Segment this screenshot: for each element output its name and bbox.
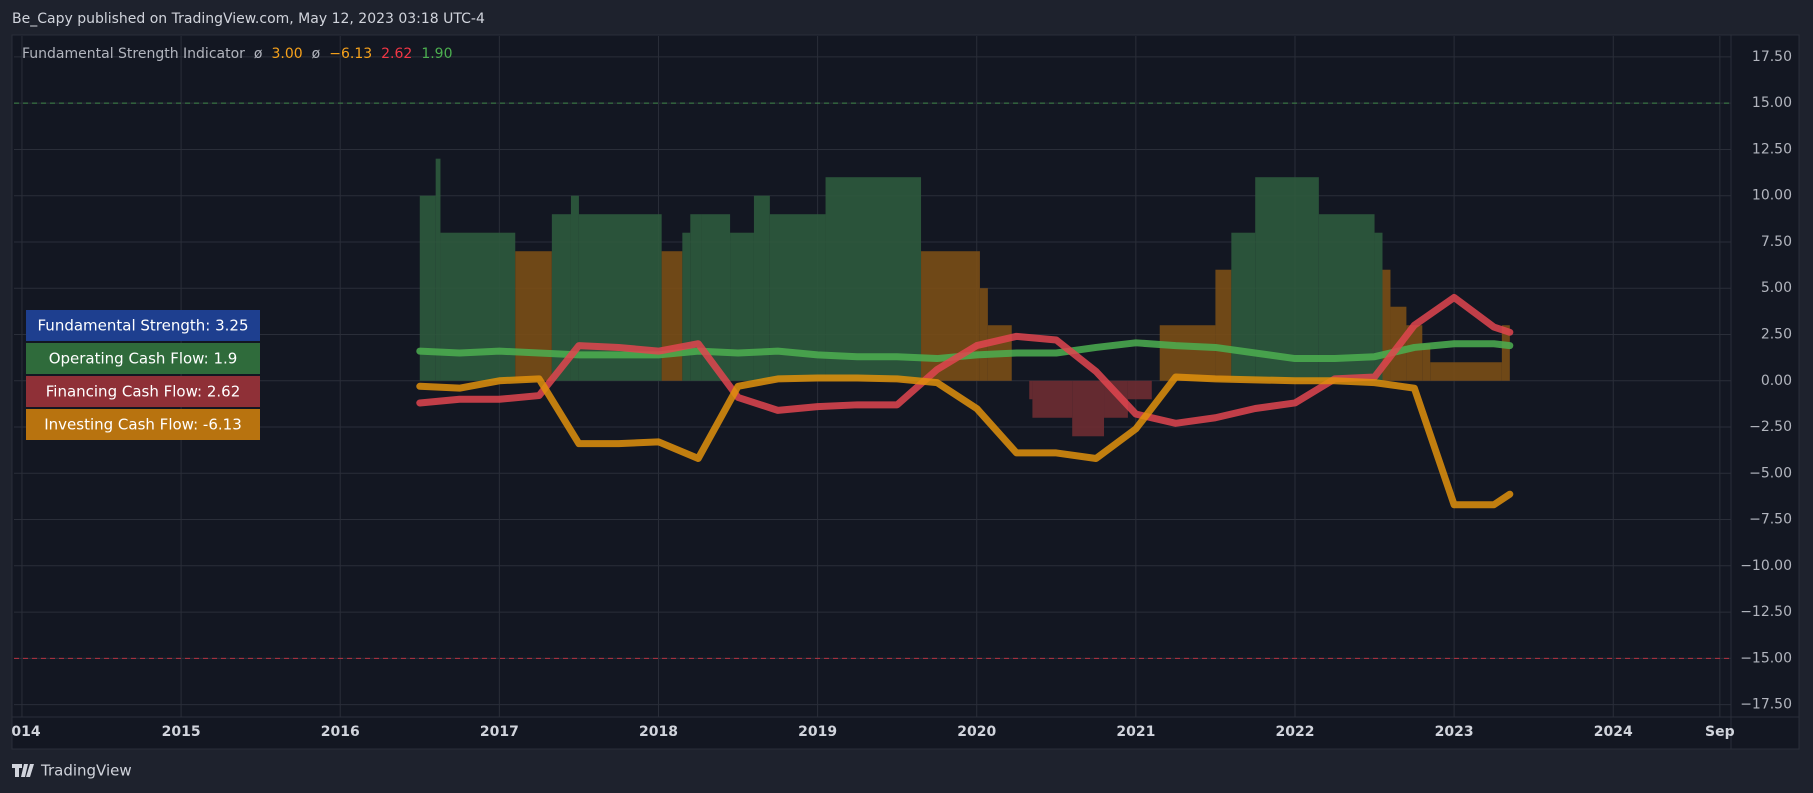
strength-step [1382, 269, 1391, 381]
indicator-legend-item: ø [312, 46, 321, 62]
info-label-box [26, 376, 260, 407]
strength-step [570, 195, 579, 381]
y-tick-label: 0.00 [1761, 373, 1792, 389]
x-tick-label: Sep [1705, 724, 1735, 740]
x-tick-label: 2016 [321, 724, 360, 740]
y-tick-label: 7.50 [1761, 234, 1792, 250]
strength-step [1422, 343, 1431, 381]
strength-step [515, 251, 552, 381]
strength-step [1374, 232, 1383, 381]
indicator-legend-item: 3.00 [271, 46, 302, 62]
info-label-box [26, 310, 260, 341]
y-tick-label: 12.50 [1752, 141, 1792, 157]
x-tick-label: 2024 [1594, 724, 1633, 740]
info-label: Investing Cash Flow: -6.13 [44, 416, 242, 434]
series-line [416, 373, 1514, 509]
strength-step [730, 232, 754, 381]
indicator-legend-item: −6.13 [329, 46, 372, 62]
x-tick-label: 2020 [957, 724, 996, 740]
x-tick-label: 2022 [1276, 724, 1315, 740]
strength-step [979, 288, 988, 381]
y-tick-label: 17.50 [1752, 49, 1792, 65]
strength-step [435, 158, 441, 381]
indicator-legend-item: 1.90 [421, 46, 452, 62]
y-tick-label: 10.00 [1752, 188, 1792, 204]
info-label: Financing Cash Flow: 2.62 [46, 383, 241, 401]
strength-step [753, 195, 770, 381]
strength-step [1072, 380, 1105, 437]
strength-step [690, 214, 702, 381]
indicator-legend-item: 2.62 [381, 46, 412, 62]
strength-step [551, 214, 571, 381]
strength-step [1501, 325, 1510, 381]
strength-step [1406, 325, 1423, 381]
chart-panel [11, 34, 1800, 750]
strength-step [1255, 177, 1319, 381]
header: Be_Capy published on TradingView.com, Ma… [12, 11, 485, 27]
y-tick-label: −5.00 [1749, 465, 1792, 481]
strength-step [661, 251, 683, 381]
y-tick-label: −15.00 [1740, 650, 1792, 666]
strength-step [419, 195, 436, 381]
indicator-legend-item: Fundamental Strength Indicator [22, 46, 245, 62]
series-line [416, 339, 1514, 363]
x-tick-label: 2021 [1116, 724, 1155, 740]
strength-step [1032, 380, 1073, 418]
y-tick-label: −10.00 [1740, 558, 1792, 574]
logo [12, 764, 34, 777]
y-tick-label: −2.50 [1749, 419, 1792, 435]
y-tick-label: 5.00 [1761, 280, 1792, 296]
strength-step [825, 177, 922, 381]
y-tick-label: 2.50 [1761, 326, 1792, 342]
footer-brand: TradingView [40, 762, 132, 780]
strength-step [682, 232, 691, 381]
x-tick-label: 2023 [1435, 724, 1474, 740]
info-label: Operating Cash Flow: 1.9 [49, 350, 238, 368]
x-tick-label: 014 [11, 724, 40, 740]
y-tick-label: −7.50 [1749, 512, 1792, 528]
strength-step [1159, 325, 1216, 381]
strength-step [1215, 269, 1232, 381]
info-label-box [26, 409, 260, 440]
y-tick-label: −17.50 [1740, 697, 1792, 713]
strength-step [1430, 362, 1502, 381]
y-tick-label: 15.00 [1752, 95, 1792, 111]
x-tick-label: 2017 [480, 724, 519, 740]
strength-step [1318, 214, 1375, 381]
x-tick-label: 2018 [639, 724, 678, 740]
strength-step [1231, 232, 1256, 381]
strength-step [1029, 380, 1033, 400]
indicator-legend-item: ø [254, 46, 263, 62]
x-tick-label: 2019 [798, 724, 837, 740]
x-tick-label: 2015 [162, 724, 201, 740]
y-tick-label: −12.50 [1740, 604, 1792, 620]
info-label: Fundamental Strength: 3.25 [38, 317, 249, 335]
strength-step [1127, 380, 1152, 400]
strength-step [440, 232, 516, 381]
info-label-box [26, 343, 260, 374]
